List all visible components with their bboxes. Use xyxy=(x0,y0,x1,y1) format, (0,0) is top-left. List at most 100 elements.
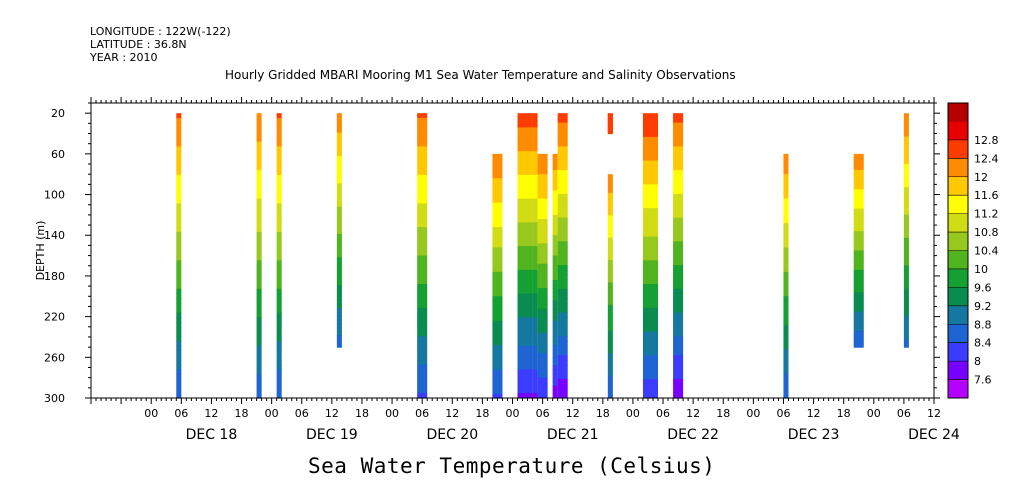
data-cell xyxy=(176,307,182,314)
data-cell xyxy=(176,345,182,352)
data-cell xyxy=(557,160,568,166)
colorbar-label: 9.2 xyxy=(974,300,992,313)
axes: 00 06 12 18 00 06 12 18 00 06 12 18 00 06 12 18 00 06 12 18… xyxy=(34,97,960,443)
data-cell xyxy=(176,203,182,209)
data-cell xyxy=(607,390,613,395)
data-cell xyxy=(336,335,342,340)
colorbar-swatch xyxy=(948,305,968,325)
data-cell xyxy=(276,146,282,152)
data-cell xyxy=(673,374,684,380)
data-cell xyxy=(783,357,789,362)
y-tick-label: 180 xyxy=(44,270,65,283)
data-cell xyxy=(276,393,282,399)
data-cell xyxy=(783,227,789,232)
data-cell xyxy=(537,389,548,395)
data-cell xyxy=(492,357,503,362)
data-cell xyxy=(903,152,909,157)
data-cell xyxy=(557,222,568,228)
data-cell xyxy=(783,312,789,318)
data-cell xyxy=(256,212,262,219)
data-cell xyxy=(532,379,538,385)
data-cell xyxy=(256,189,262,195)
data-cell xyxy=(276,212,282,219)
data-cell xyxy=(557,298,568,304)
data-cell xyxy=(642,288,659,295)
data-cell xyxy=(256,265,262,271)
data-cell xyxy=(417,393,428,399)
data-cell xyxy=(336,117,342,122)
data-cell xyxy=(336,171,342,177)
data-cell xyxy=(276,379,282,385)
data-cell xyxy=(557,360,568,366)
data-cell xyxy=(417,113,428,119)
data-cell xyxy=(517,355,533,361)
x-tick-label: 00 xyxy=(265,407,279,420)
data-cell xyxy=(492,223,503,228)
data-cell xyxy=(417,151,428,157)
data-cell xyxy=(607,330,613,336)
data-cell xyxy=(673,255,684,261)
data-cell xyxy=(517,236,533,242)
data-cell xyxy=(336,304,342,309)
data-cell xyxy=(673,260,684,266)
x-tick-label: 00 xyxy=(626,407,640,420)
data-cell xyxy=(532,170,538,176)
data-cell xyxy=(642,355,659,361)
data-cell xyxy=(552,206,558,212)
data-cell xyxy=(492,202,503,208)
data-cell xyxy=(517,170,533,176)
data-cell xyxy=(903,241,909,247)
data-cell xyxy=(537,202,548,208)
x-tick-label: 06 xyxy=(174,407,188,420)
data-cell xyxy=(673,241,684,247)
data-cell xyxy=(783,235,789,240)
data-cell xyxy=(783,178,789,183)
data-cell xyxy=(417,374,428,380)
data-cell xyxy=(642,298,659,304)
data-cell xyxy=(176,160,182,166)
data-cell xyxy=(517,298,533,304)
x-tick-label: 06 xyxy=(776,407,790,420)
data-cell xyxy=(607,278,613,283)
data-cell xyxy=(532,322,538,328)
x-tick-label: 12 xyxy=(566,407,580,420)
x-tick-label: 18 xyxy=(235,407,249,420)
data-cell xyxy=(903,191,909,196)
data-cell xyxy=(537,255,548,261)
data-cell xyxy=(276,374,282,380)
data-cell xyxy=(607,226,613,231)
data-cell xyxy=(256,170,262,176)
data-cell xyxy=(783,369,789,375)
data-cell xyxy=(276,322,282,328)
data-cell xyxy=(517,326,533,333)
data-cell xyxy=(903,280,909,286)
data-cell xyxy=(853,182,864,187)
data-cell xyxy=(256,203,262,209)
data-cell xyxy=(537,223,548,228)
colorbar-label: 12 xyxy=(974,171,988,184)
data-cell xyxy=(607,360,613,366)
data-cell xyxy=(557,379,568,385)
data-cell xyxy=(492,182,503,188)
data-cell xyxy=(176,217,182,223)
data-cell xyxy=(537,345,548,350)
data-cell xyxy=(176,141,182,148)
data-cell xyxy=(557,217,568,223)
data-cell xyxy=(256,255,262,261)
data-cell xyxy=(673,269,684,276)
data-cell xyxy=(783,259,789,265)
data-cell xyxy=(607,394,613,399)
data-cell xyxy=(417,122,428,129)
data-cell xyxy=(537,328,548,334)
data-cell xyxy=(336,269,342,274)
data-cell xyxy=(783,304,789,310)
data-cell xyxy=(256,322,262,328)
data-cell xyxy=(607,241,613,246)
data-cell xyxy=(532,312,538,318)
data-cell xyxy=(276,303,282,309)
data-cell xyxy=(532,203,538,209)
data-cell xyxy=(557,198,568,204)
data-cell xyxy=(417,265,428,271)
data-cell xyxy=(642,122,659,129)
data-cell xyxy=(673,246,684,252)
